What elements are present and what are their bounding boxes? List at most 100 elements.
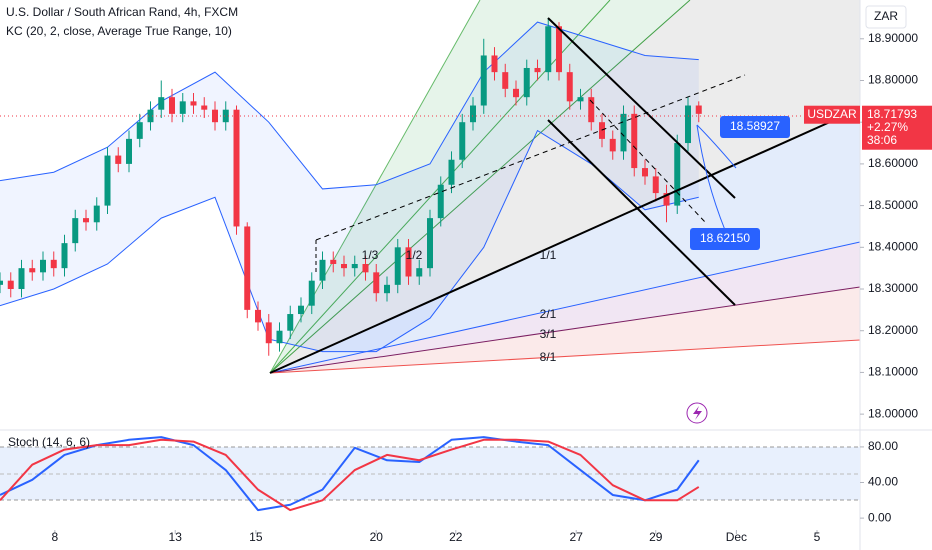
candle-body (674, 143, 681, 206)
candle-body (513, 88, 519, 98)
candle-body (222, 109, 229, 123)
indicator-label: KC (20, 2, close, Average True Range, 10… (6, 24, 232, 38)
candle-body (7, 280, 14, 290)
candle-body (437, 184, 444, 219)
candle-body (695, 105, 702, 114)
symbol-box (804, 105, 860, 124)
candle-body (169, 97, 175, 114)
candle-body (104, 155, 111, 206)
y-tick-label: 80.00 (868, 439, 898, 453)
candle-body (545, 26, 552, 73)
candle-body (588, 97, 595, 123)
y-tick-label: 18.30000 (868, 281, 918, 295)
channel-line (547, 17, 736, 199)
currency-box[interactable] (865, 5, 907, 29)
y-tick-label: 18.20000 (868, 323, 918, 337)
channel-line (547, 119, 736, 306)
candle-body (663, 193, 670, 206)
candle-body (427, 218, 433, 269)
candle-body (362, 263, 369, 273)
candle-body (255, 309, 261, 323)
stoch-line (0, 438, 700, 512)
candle-body (330, 259, 337, 264)
candle-body (18, 268, 25, 290)
candle-body (394, 247, 401, 285)
band-line (0, 129, 699, 353)
fan-label: 1/2 (406, 248, 423, 262)
y-tick-label: 18.90000 (868, 31, 918, 45)
band-line (0, 21, 699, 190)
candle-body (491, 55, 498, 73)
candle-body (115, 155, 122, 164)
candle-body (502, 72, 509, 89)
candle-body (470, 105, 476, 123)
fan-line (269, 339, 861, 374)
candle-body (384, 284, 390, 294)
candle-body (480, 55, 487, 106)
candle-body (631, 113, 638, 169)
candle-body (566, 72, 573, 102)
stoch-line (0, 436, 700, 512)
y-tick-label: 18.10000 (868, 365, 918, 379)
forecast (696, 124, 737, 169)
candle-body (298, 305, 304, 315)
price-label: 18.58927 (730, 119, 780, 133)
x-tick-label: 27 (570, 530, 584, 544)
candle-body (523, 67, 530, 98)
candle-body (126, 138, 132, 164)
fan-line (269, 0, 691, 374)
dashed-line (315, 74, 746, 241)
candle-body (405, 247, 412, 277)
candle-body (276, 330, 283, 344)
x-tick-label: 29 (649, 530, 663, 544)
candle-body (83, 218, 89, 223)
price-label-box (690, 228, 760, 250)
chart-title: U.S. Dollar / South African Rand, 4h, FX… (6, 5, 238, 19)
candle-body (158, 97, 165, 110)
candle-body (190, 101, 197, 106)
forecast (696, 124, 726, 231)
fan-label: 3/1 (540, 327, 557, 341)
fan-label: 1/1 (540, 248, 557, 262)
candle-body (373, 272, 380, 294)
candle-body (620, 113, 627, 152)
change: +2.27% (867, 120, 908, 134)
fan-label: 2/1 (540, 307, 557, 321)
y-tick-label: 40.00 (868, 475, 898, 489)
drawings (0, 17, 860, 424)
y-tick-label: 18.50000 (868, 198, 918, 212)
candle-body (459, 122, 466, 160)
candle-body (50, 259, 57, 269)
x-tick-label: 15 (249, 530, 263, 544)
candle-body (244, 226, 251, 310)
price-label-box (720, 116, 790, 138)
candle-body (93, 205, 100, 223)
fan-label: 8/1 (540, 350, 557, 364)
candle-body (179, 101, 186, 114)
candle-body (341, 263, 347, 269)
candle-body (416, 268, 423, 277)
price-label: 18.62150 (700, 231, 750, 245)
y-tick-label: 18.00000 (868, 406, 918, 420)
fan-line (269, 0, 481, 374)
candle-body (351, 263, 358, 269)
fan-label: 1/3 (362, 248, 379, 262)
y-tick-label: 0.00 (868, 510, 892, 524)
stoch-title: Stoch (14, 6, 6) (8, 435, 90, 449)
candle-body (136, 122, 143, 139)
candle-body (265, 322, 272, 344)
candle-body (685, 105, 691, 144)
event-icon (693, 406, 702, 420)
candle-body (556, 26, 562, 73)
candle-body (72, 218, 79, 244)
candle-body (201, 105, 208, 110)
channel-mid (589, 99, 706, 223)
symbol: USDZAR (807, 107, 857, 121)
candle-body (233, 109, 240, 227)
candle-body (577, 97, 584, 102)
candle-body (287, 314, 294, 331)
fan-line (269, 286, 861, 374)
candle-body (40, 259, 46, 273)
fan-fill (270, 0, 860, 373)
x-tick-label: 22 (449, 530, 463, 544)
